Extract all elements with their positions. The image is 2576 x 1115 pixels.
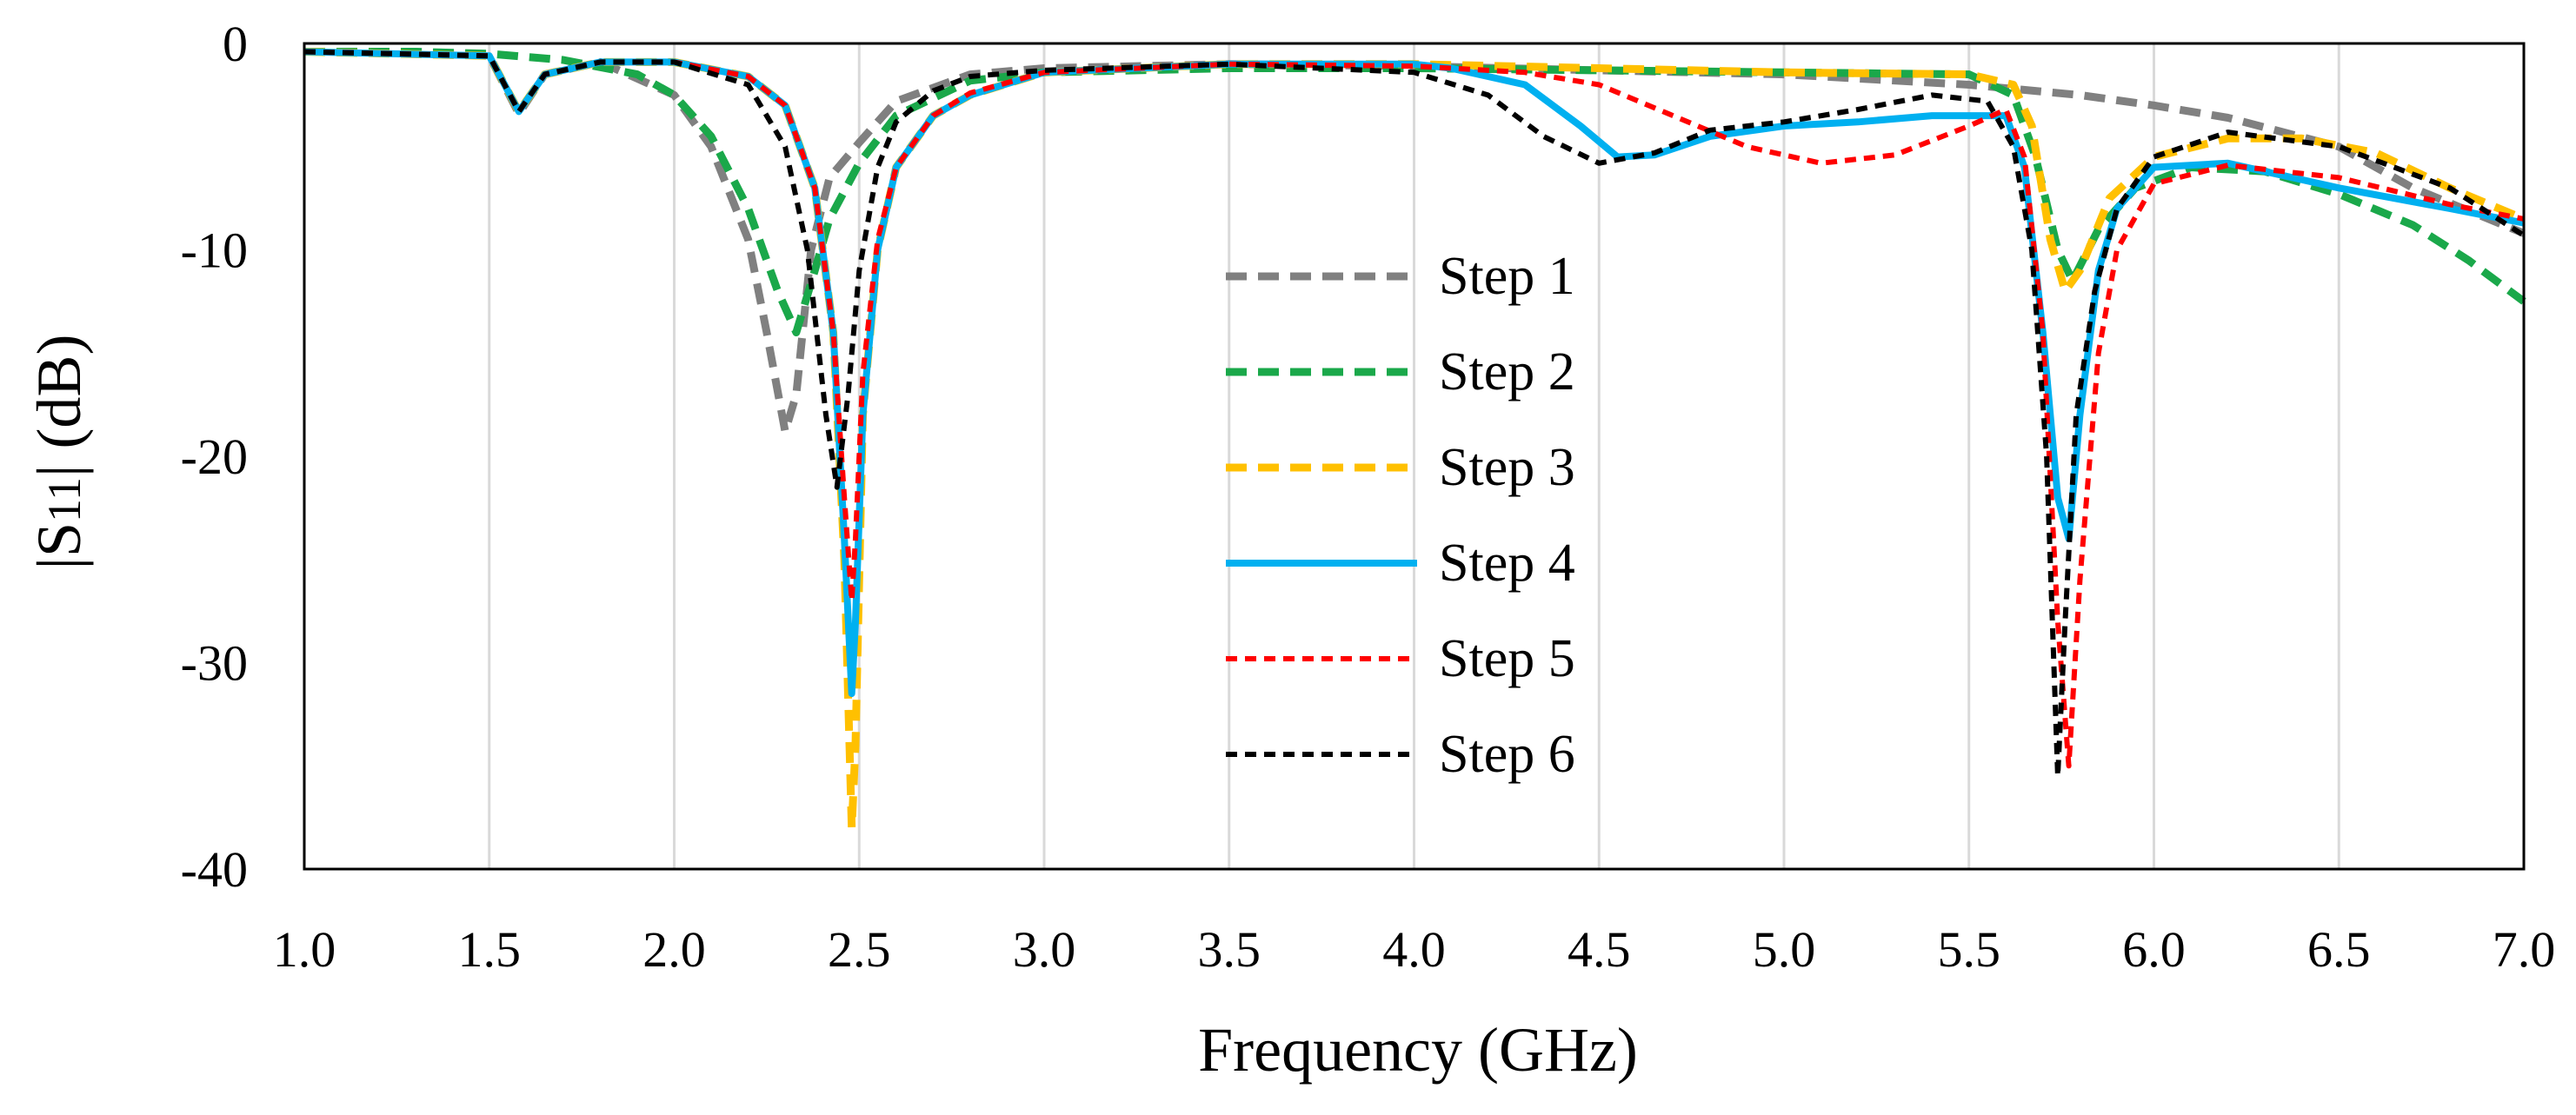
y-tick-label: -10	[181, 222, 248, 279]
legend-label: Step 1	[1439, 247, 1575, 306]
y-tick-label: 0	[223, 16, 248, 72]
legend: Step 1 Step 2 Step 3 Step 4 Step 5 Step 6	[1226, 247, 1575, 784]
x-tick-label: 1.5	[458, 921, 522, 978]
x-tick-label: 2.5	[828, 921, 891, 978]
legend-label: Step 6	[1439, 725, 1575, 784]
y-axis-label: |S11| (dB)	[24, 335, 94, 570]
x-tick-label: 2.0	[642, 921, 706, 978]
x-tick-labels: 1.0 1.5 2.0 2.5 3.0 3.5 4.0 4.5 5.0 5.5 6.0 6.5 7.0	[273, 921, 2556, 978]
y-tick-label: -30	[181, 635, 248, 692]
legend-label: Step 2	[1439, 342, 1575, 402]
x-tick-label: 4.0	[1382, 921, 1446, 978]
legend-label: Step 3	[1439, 438, 1575, 497]
x-tick-label: 5.5	[1938, 921, 2001, 978]
legend-label: Step 5	[1439, 629, 1575, 688]
x-tick-label: 4.5	[1568, 921, 1631, 978]
x-tick-label: 1.0	[273, 921, 336, 978]
x-tick-label: 3.0	[1013, 921, 1076, 978]
series-lines	[303, 48, 2526, 832]
x-tick-label: 3.5	[1198, 921, 1261, 978]
x-tick-label: 6.0	[2122, 921, 2186, 978]
plot-frame	[303, 42, 2526, 871]
x-tick-label: 7.0	[2493, 921, 2556, 978]
series-line-step-2	[304, 48, 2526, 336]
x-tick-label: 6.5	[2307, 921, 2371, 978]
legend-label: Step 4	[1439, 534, 1575, 593]
y-tick-label: -20	[181, 428, 248, 485]
y-tick-labels: 0 -10 -20 -30 -40	[181, 16, 248, 898]
series-line-step-5	[303, 49, 2525, 769]
y-tick-label: -40	[181, 841, 248, 898]
x-axis-label: Frequency (GHz)	[1198, 1015, 1638, 1085]
grid-lines	[488, 43, 2340, 869]
y-axis-label-group: |S11| (dB)	[24, 335, 94, 570]
x-tick-label: 5.0	[1753, 921, 1816, 978]
series-line-step-6	[303, 49, 2526, 780]
